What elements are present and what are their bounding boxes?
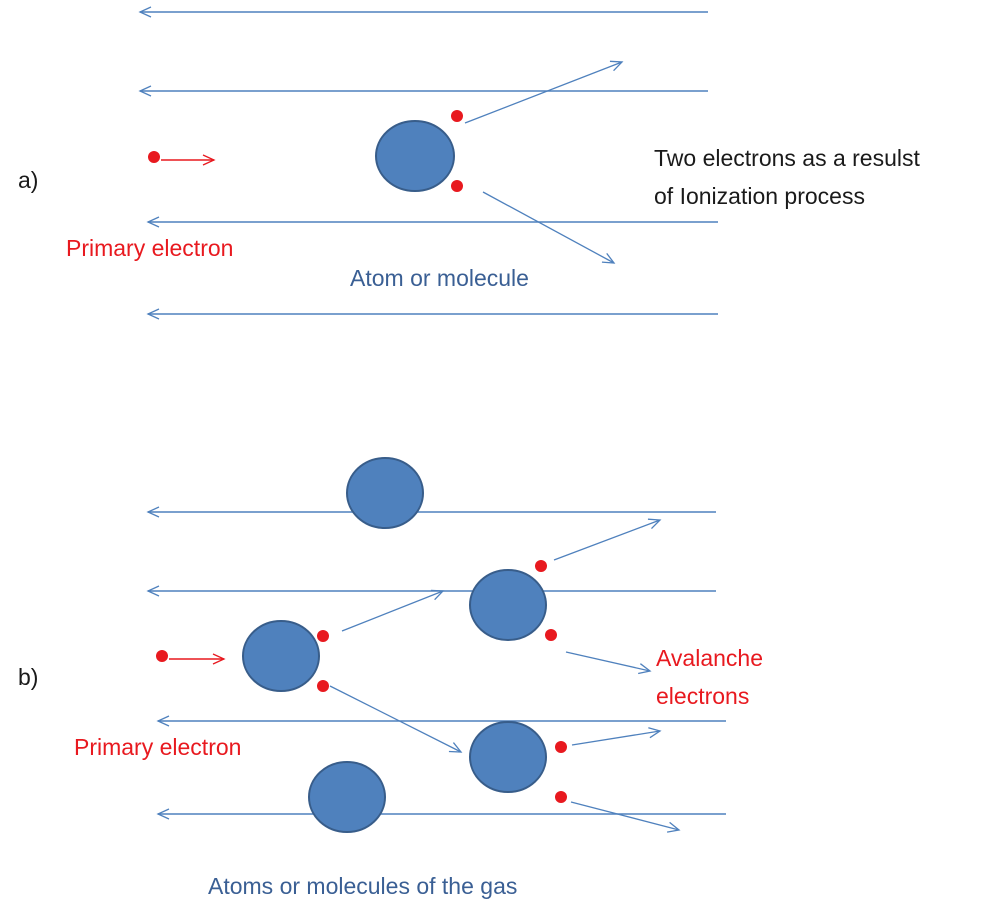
electron-path-arrow — [571, 727, 662, 746]
avalanche-electron — [555, 741, 567, 753]
secondary-electron — [451, 110, 463, 122]
primary-electron — [156, 650, 168, 662]
primary-electron-label: Primary electron — [74, 734, 241, 760]
atom — [469, 721, 547, 793]
gas-label: Atoms or molecules of the gas — [208, 873, 517, 899]
electron-path-arrow — [341, 589, 445, 632]
primary-electron-label: Primary electron — [66, 235, 233, 261]
panel-a-label: a) — [18, 167, 38, 193]
panel-b-label: b) — [18, 664, 38, 690]
electron-path-arrow — [464, 60, 624, 124]
atom — [242, 620, 320, 692]
atom — [346, 457, 424, 529]
electron-path-arrow — [565, 651, 652, 675]
atom — [469, 569, 547, 641]
avalanche-electron — [545, 629, 557, 641]
secondary-electron — [451, 180, 463, 192]
atom — [308, 761, 386, 833]
panel-b: b) Primary electron Avalanche electrons … — [18, 457, 763, 899]
result-label-line1: Two electrons as a resulst — [654, 145, 921, 171]
atom — [375, 120, 455, 192]
primary-electron — [148, 151, 160, 163]
electron-path-arrow — [482, 191, 616, 264]
avalanche-label-line2: electrons — [656, 683, 749, 709]
atom-label: Atom or molecule — [350, 265, 529, 291]
electron-path-arrow — [329, 685, 463, 753]
result-label-line2: of Ionization process — [654, 183, 865, 209]
electron-path-arrow — [570, 801, 681, 833]
avalanche-electron — [535, 560, 547, 572]
avalanche-label-line1: Avalanche — [656, 645, 763, 671]
avalanche-electron — [555, 791, 567, 803]
electron-path-arrow — [553, 518, 662, 561]
panel-a: a) Primary electron Atom or molecule Two… — [18, 6, 921, 320]
secondary-electron — [317, 680, 329, 692]
secondary-electron — [317, 630, 329, 642]
